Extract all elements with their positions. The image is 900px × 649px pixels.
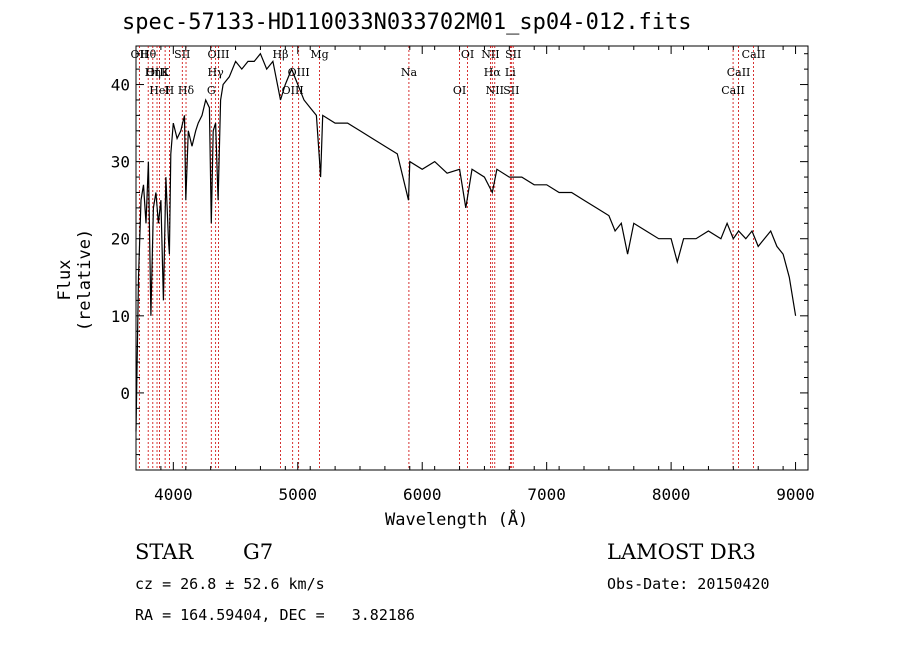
y-tick-label: 20: [111, 230, 130, 249]
x-axis-label: Wavelength (Å): [385, 510, 529, 530]
line-markers: [138, 46, 754, 470]
line-label: Mg: [310, 48, 328, 61]
line-label: CaII: [721, 84, 745, 97]
y-tick-label: 0: [120, 384, 130, 403]
x-tick-label: 5000: [279, 485, 318, 504]
line-label: CaII: [742, 48, 766, 61]
redshift-text: cz = 26.8 ± 52.6 km/s: [135, 575, 325, 593]
survey-name: LAMOST DR3: [607, 540, 756, 564]
line-label: OIII: [282, 84, 304, 97]
line-label: G: [207, 84, 216, 97]
x-tick-label: 4000: [154, 485, 193, 504]
object-subclass: G7: [243, 540, 274, 564]
line-label: CaII: [727, 66, 751, 79]
x-tick-label: 9000: [776, 485, 815, 504]
y-axis-label: Flux (relative): [55, 228, 95, 332]
line-label: Li: [505, 66, 516, 79]
chart-title: spec-57133-HD110033N033702M01_sp04-012.f…: [122, 10, 692, 35]
line-labels: HθKHδOIIOIIIHeISIIHηHOIIIHγGHβOIIIOIIIMg…: [131, 48, 766, 97]
x-tick-label: 6000: [403, 485, 442, 504]
y-tick-label: 40: [111, 76, 130, 95]
line-label: SII: [174, 48, 190, 61]
line-label: Hθ: [140, 48, 157, 61]
line-label: NII: [481, 48, 499, 61]
object-class: STAR: [135, 540, 194, 564]
line-label: H: [165, 84, 175, 97]
line-label: OII: [131, 48, 149, 61]
line-label: K: [161, 66, 170, 79]
line-label: OIII: [207, 48, 229, 61]
plot-frame: [135, 45, 809, 471]
line-label: HeI: [149, 84, 169, 97]
line-label: NII: [486, 84, 504, 97]
line-label: Hγ: [208, 66, 225, 79]
line-label: OIII: [288, 66, 310, 79]
line-label: SII: [503, 84, 519, 97]
line-label: OIII: [146, 66, 168, 79]
y-tick-label: 30: [111, 153, 130, 172]
line-label: Hα: [484, 66, 502, 79]
coordinates: RA = 164.59404, DEC = 3.82186: [135, 606, 415, 624]
line-label: Hη: [145, 66, 161, 79]
spectrum-line: [135, 52, 797, 432]
x-tick-label: 7000: [527, 485, 566, 504]
line-label: OI: [461, 48, 474, 61]
x-tick-label: 8000: [652, 485, 691, 504]
y-tick-label: 10: [111, 307, 130, 326]
line-label: Na: [401, 66, 418, 79]
line-label: SII: [505, 48, 521, 61]
line-label: Hδ: [178, 84, 195, 97]
line-label: OI: [453, 84, 466, 97]
obs-date: Obs-Date: 20150420: [607, 575, 770, 593]
axis-ticks: 4000 5000 6000 7000 8000 9000 0 10 20 30 40: [111, 46, 815, 504]
line-label: Hβ: [273, 48, 289, 61]
